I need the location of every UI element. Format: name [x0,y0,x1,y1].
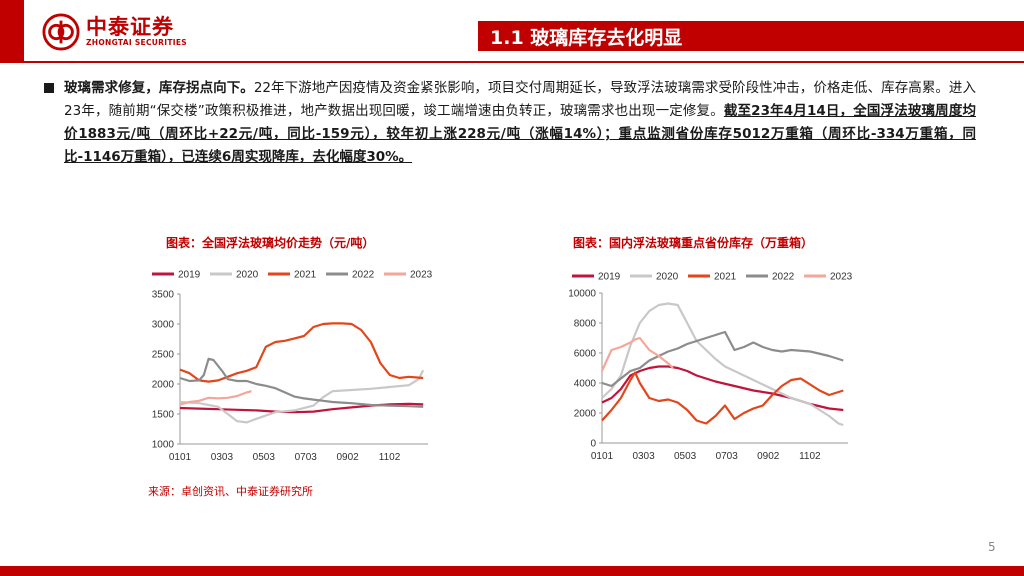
paragraph-highlight: 截至23年4月14日，全国浮法玻璃周度均价1883元/吨（周环比+22元/吨，同… [64,103,976,165]
x-tick-label: 1102 [799,451,821,462]
series-line-2020 [601,302,844,427]
y-tick-label: 8000 [574,319,597,330]
source-note: 来源：卓创资讯、中泰证券研究所 [148,485,313,498]
series-line-2021 [601,371,844,425]
page-number: 5 [988,540,996,554]
legend-label-2023: 2023 [410,270,433,281]
chart-title-price: 图表：全国浮法玻璃均价走势（元/吨） [166,236,375,250]
y-tick-label: 3500 [152,290,175,301]
x-tick-label: 0101 [169,452,192,463]
y-tick-label: 0 [590,439,596,450]
x-tick-label: 0101 [591,451,614,462]
x-tick-label: 0303 [211,452,234,463]
y-tick-label: 2000 [152,380,175,391]
legend-label-2021: 2021 [294,270,317,281]
y-tick-label: 6000 [574,349,597,360]
x-tick-label: 0902 [757,451,780,462]
x-tick-label: 0703 [716,451,739,462]
y-tick-label: 2500 [152,350,175,361]
legend-label-2019: 2019 [598,272,621,283]
y-tick-label: 4000 [574,379,597,390]
chart-title-inventory: 图表：国内浮法玻璃重点省份库存（万重箱） [573,236,814,250]
series-line-2023 [179,390,252,406]
legend-label-2022: 2022 [772,272,795,283]
y-tick-label: 1000 [152,440,175,451]
x-tick-label: 1102 [379,452,401,463]
y-tick-label: 10000 [568,289,596,300]
summary-paragraph: 玻璃需求修复，库存拐点向下。22年下游地产因疫情及资金紧张影响，项目交付周期延长… [64,77,976,169]
x-tick-label: 0503 [253,452,276,463]
footer-bar [0,566,1024,576]
paragraph-body: 22年下游地产因疫情及资金紧张影响，项目交付周期延长，导致浮法玻璃需求受阶段性冲… [64,80,976,119]
legend-label-2020: 2020 [656,272,679,283]
series-line-2021 [179,322,424,383]
logo-text-en: ZHONGTAI SECURITIES [86,38,187,47]
logo-icon [42,13,80,51]
section-title: 1.1 玻璃库存去化明显 [478,21,1024,51]
header-divider [0,61,1024,63]
paragraph-lead: 玻璃需求修复，库存拐点向下。 [64,80,254,96]
x-tick-label: 0303 [632,451,655,462]
series-line-2022 [601,330,844,388]
legend-label-2022: 2022 [352,270,375,281]
y-tick-label: 2000 [574,409,597,420]
company-logo: 中泰证券 ZHONGTAI SECURITIES [42,10,192,54]
y-tick-label: 1500 [152,410,175,421]
x-tick-label: 0902 [336,452,359,463]
legend-label-2020: 2020 [236,270,259,281]
series-line-2023 [600,336,674,372]
x-tick-label: 0503 [674,451,697,462]
legend-label-2023: 2023 [830,272,853,283]
bullet-icon [44,83,54,93]
logo-text-cn: 中泰证券 [86,15,174,39]
series-line-2022 [179,357,424,408]
x-tick-label: 0703 [295,452,318,463]
header-accent-bar [0,0,24,62]
legend-label-2021: 2021 [714,272,737,283]
series-line-2020 [179,369,425,424]
y-tick-label: 3000 [152,320,175,331]
legend-label-2019: 2019 [178,270,201,281]
